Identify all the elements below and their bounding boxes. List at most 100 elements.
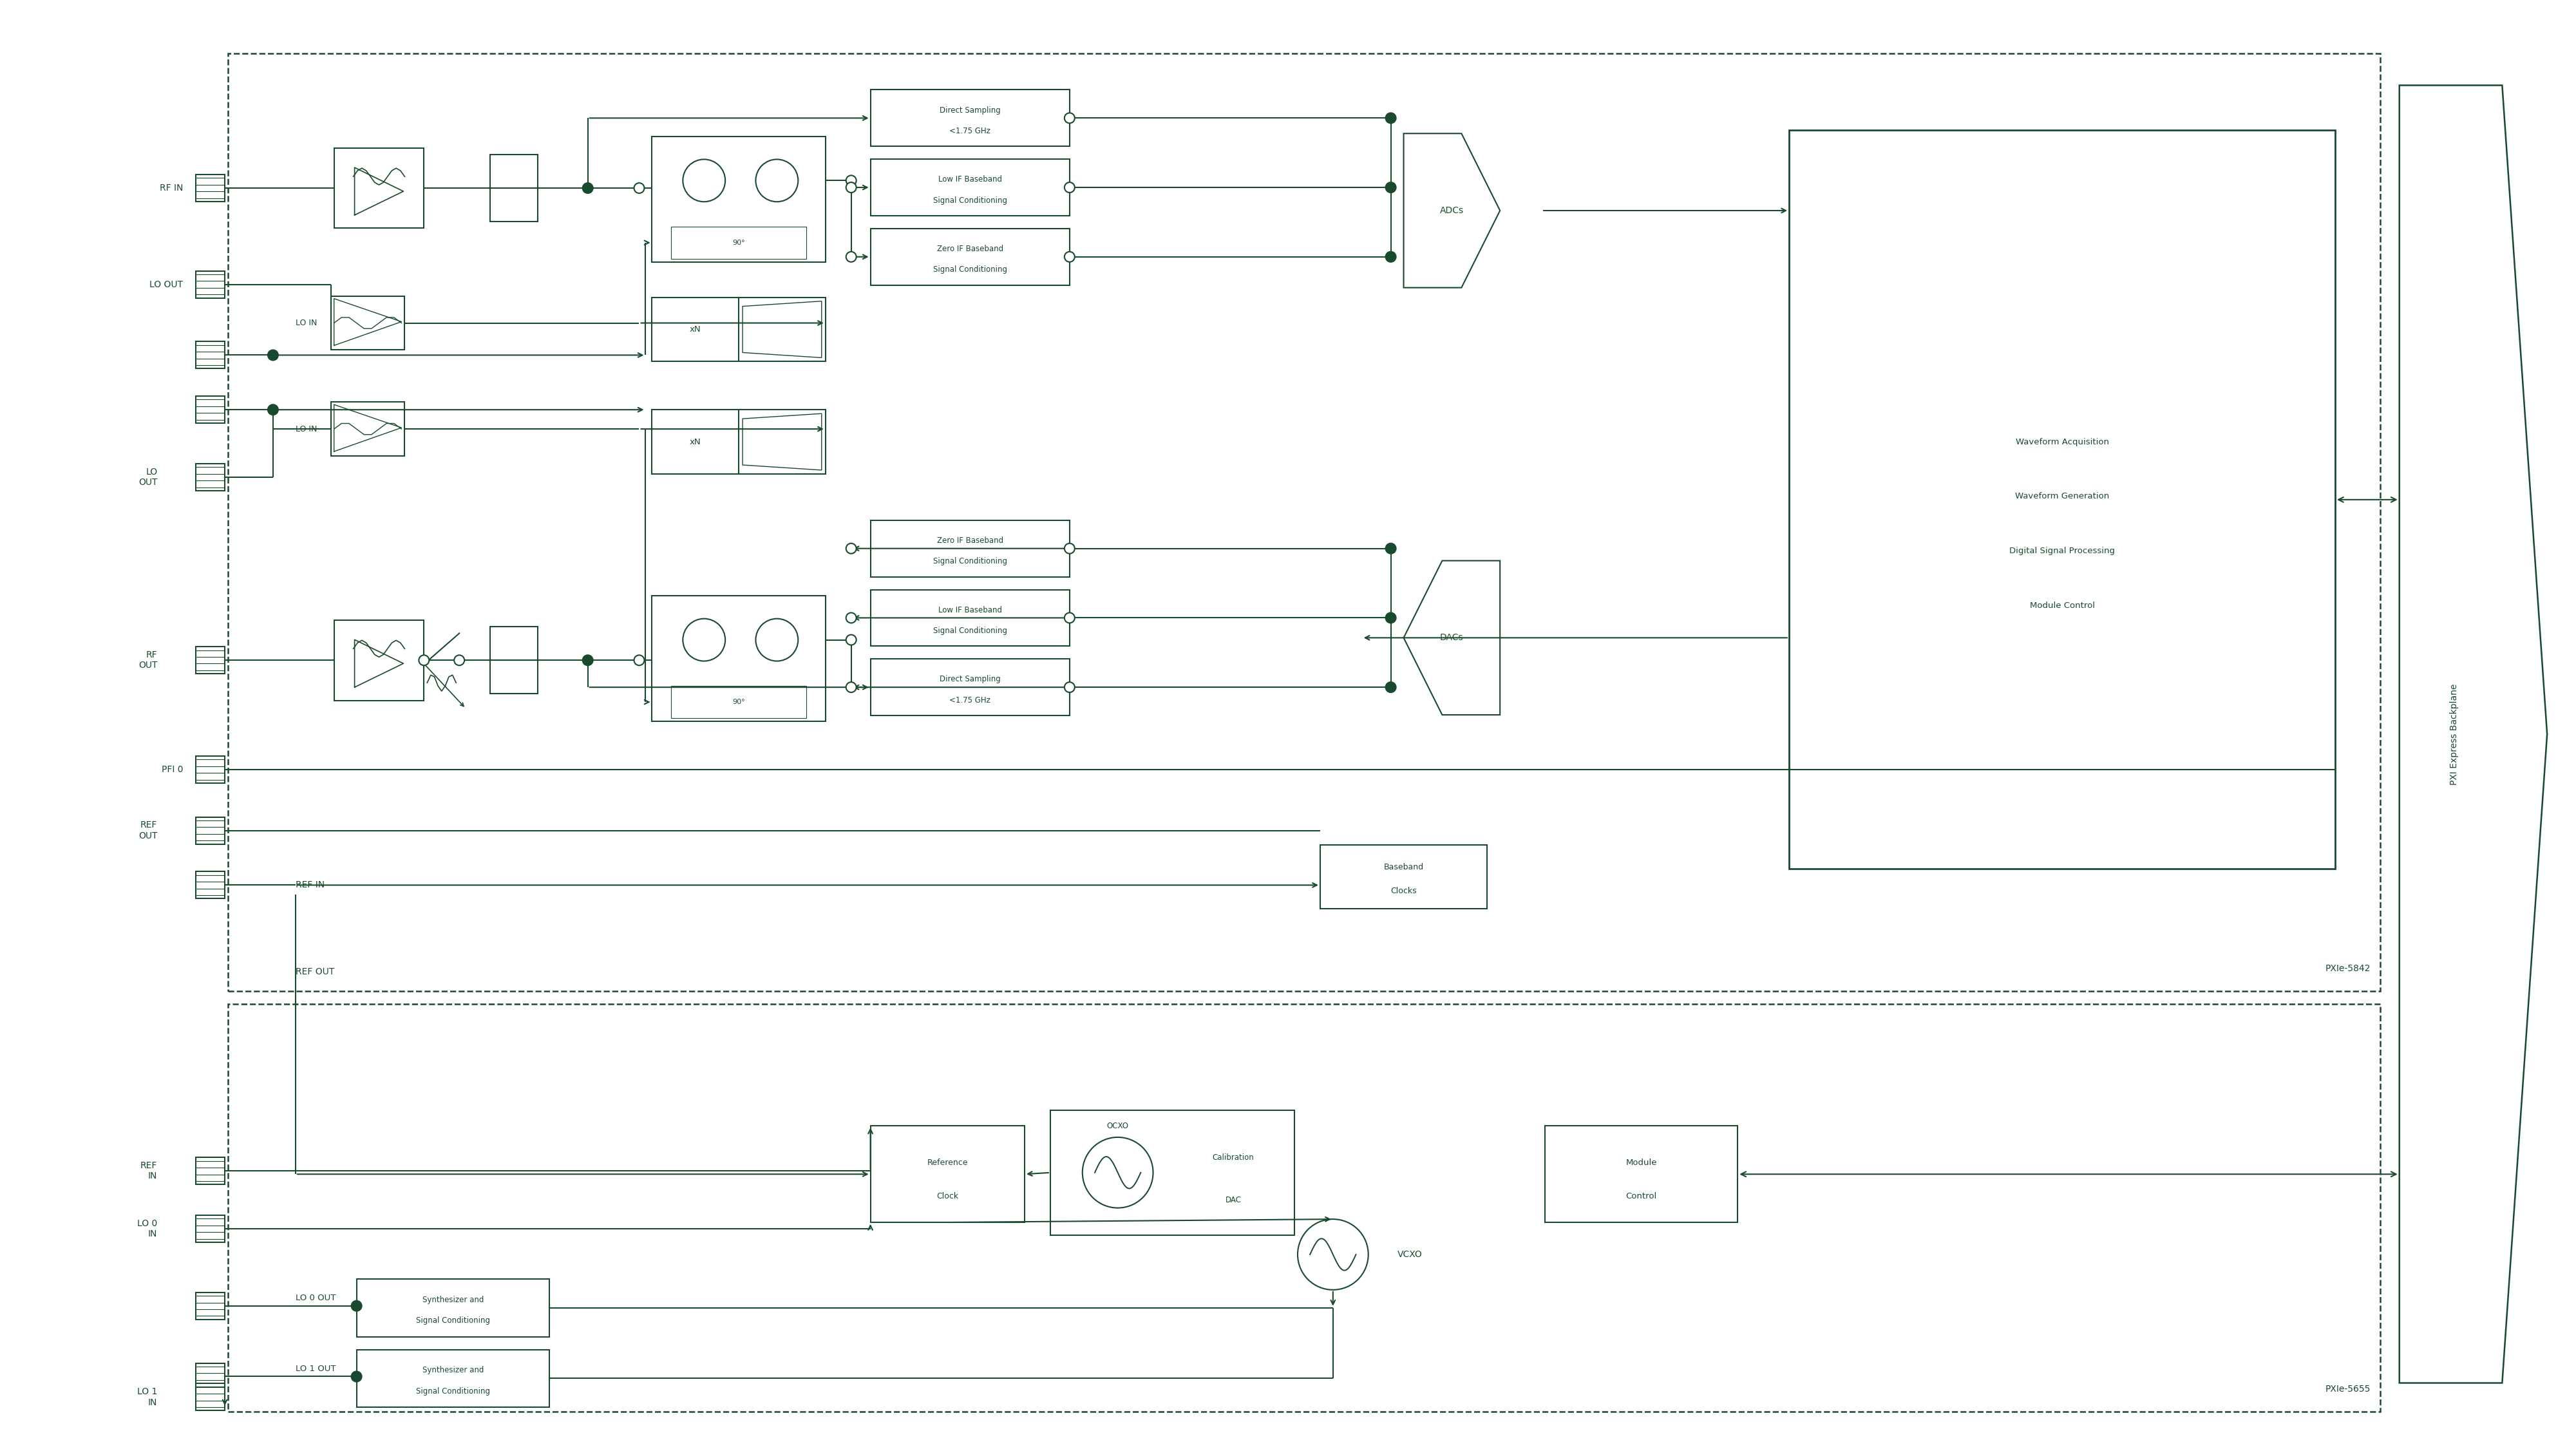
- Text: Signal Conditioning: Signal Conditioning: [933, 196, 1007, 204]
- Text: OCXO: OCXO: [1108, 1122, 1128, 1130]
- Circle shape: [268, 404, 278, 414]
- Text: <1.75 GHz: <1.75 GHz: [951, 128, 992, 135]
- Circle shape: [845, 682, 855, 693]
- Text: LO 0 OUT: LO 0 OUT: [296, 1294, 335, 1303]
- Bar: [335, 620, 425, 700]
- Text: Low IF Baseband: Low IF Baseband: [938, 175, 1002, 184]
- Bar: [871, 659, 1069, 716]
- Bar: [229, 54, 2380, 991]
- Text: Waveform Generation: Waveform Generation: [2014, 493, 2110, 501]
- Bar: [652, 136, 824, 262]
- Bar: [196, 817, 224, 843]
- Text: xN: xN: [690, 325, 701, 333]
- Bar: [196, 1158, 224, 1184]
- Text: Signal Conditioning: Signal Conditioning: [933, 265, 1007, 274]
- Text: PXIe-5842: PXIe-5842: [2326, 964, 2370, 974]
- Bar: [652, 410, 824, 474]
- Text: Signal Conditioning: Signal Conditioning: [933, 558, 1007, 565]
- Bar: [196, 1216, 224, 1242]
- Circle shape: [634, 183, 644, 193]
- Circle shape: [1386, 252, 1396, 262]
- Text: LO
OUT: LO OUT: [139, 468, 157, 487]
- Text: Baseband: Baseband: [1383, 864, 1425, 871]
- Circle shape: [1064, 183, 1074, 193]
- Circle shape: [1064, 252, 1074, 262]
- Bar: [871, 1126, 1025, 1223]
- Circle shape: [845, 635, 855, 645]
- Text: DAC: DAC: [1226, 1195, 1242, 1204]
- Bar: [489, 627, 538, 661]
- Text: Clock: Clock: [938, 1193, 958, 1201]
- Text: PXI Express Backplane: PXI Express Backplane: [2450, 684, 2458, 785]
- Text: Zero IF Baseband: Zero IF Baseband: [938, 245, 1002, 254]
- Circle shape: [1064, 682, 1074, 693]
- Circle shape: [1082, 1137, 1154, 1208]
- Text: 90°: 90°: [732, 239, 744, 246]
- Polygon shape: [1404, 133, 1499, 288]
- Bar: [489, 188, 538, 222]
- Text: Direct Sampling: Direct Sampling: [940, 106, 999, 114]
- Circle shape: [683, 159, 726, 201]
- Circle shape: [1386, 543, 1396, 554]
- Bar: [871, 90, 1069, 146]
- Bar: [355, 1349, 549, 1407]
- Bar: [196, 1364, 224, 1390]
- Bar: [1051, 1110, 1293, 1235]
- Text: <1.75 GHz: <1.75 GHz: [951, 696, 992, 704]
- Circle shape: [582, 655, 592, 665]
- Text: Module Control: Module Control: [2030, 601, 2094, 610]
- Bar: [196, 396, 224, 423]
- Text: Signal Conditioning: Signal Conditioning: [933, 626, 1007, 635]
- Bar: [355, 1279, 549, 1337]
- Circle shape: [755, 159, 799, 201]
- Text: LO 0
IN: LO 0 IN: [137, 1219, 157, 1239]
- Text: Synthesizer and: Synthesizer and: [422, 1295, 484, 1304]
- Text: RF
OUT: RF OUT: [139, 651, 157, 669]
- Text: REF
IN: REF IN: [139, 1161, 157, 1181]
- Text: LO OUT: LO OUT: [149, 280, 183, 288]
- Circle shape: [420, 655, 430, 665]
- Text: Signal Conditioning: Signal Conditioning: [415, 1316, 489, 1324]
- Bar: [196, 646, 224, 674]
- Bar: [196, 271, 224, 298]
- Text: xN: xN: [690, 438, 701, 446]
- Text: PFI 0: PFI 0: [162, 765, 183, 774]
- Text: Control: Control: [1625, 1193, 1656, 1201]
- Text: RF IN: RF IN: [160, 184, 183, 193]
- Text: Zero IF Baseband: Zero IF Baseband: [938, 536, 1002, 545]
- Bar: [330, 296, 404, 351]
- Circle shape: [1386, 113, 1396, 123]
- Text: REF IN: REF IN: [296, 881, 325, 890]
- Bar: [196, 756, 224, 782]
- Bar: [196, 1384, 224, 1410]
- Circle shape: [350, 1301, 361, 1311]
- Bar: [229, 1004, 2380, 1411]
- Circle shape: [350, 1371, 361, 1382]
- Text: Signal Conditioning: Signal Conditioning: [415, 1387, 489, 1395]
- Bar: [1546, 1126, 1739, 1223]
- Circle shape: [755, 619, 799, 661]
- Circle shape: [845, 613, 855, 623]
- Text: REF OUT: REF OUT: [296, 968, 335, 977]
- Bar: [330, 401, 404, 456]
- Circle shape: [1064, 113, 1074, 123]
- Circle shape: [845, 252, 855, 262]
- Bar: [871, 590, 1069, 646]
- Polygon shape: [2398, 85, 2548, 1382]
- Text: Digital Signal Processing: Digital Signal Processing: [2009, 546, 2115, 555]
- Text: LO 1 OUT: LO 1 OUT: [296, 1365, 335, 1374]
- Bar: [871, 159, 1069, 216]
- Circle shape: [1064, 543, 1074, 554]
- Bar: [871, 520, 1069, 577]
- Circle shape: [582, 183, 592, 193]
- Bar: [196, 342, 224, 368]
- Text: 90°: 90°: [732, 698, 744, 706]
- Bar: [1319, 845, 1486, 909]
- Circle shape: [1298, 1219, 1368, 1290]
- Circle shape: [453, 655, 464, 665]
- Text: Module: Module: [1625, 1158, 1656, 1166]
- Polygon shape: [742, 301, 822, 358]
- Text: REF
OUT: REF OUT: [139, 820, 157, 840]
- Bar: [196, 174, 224, 201]
- Polygon shape: [1404, 561, 1499, 714]
